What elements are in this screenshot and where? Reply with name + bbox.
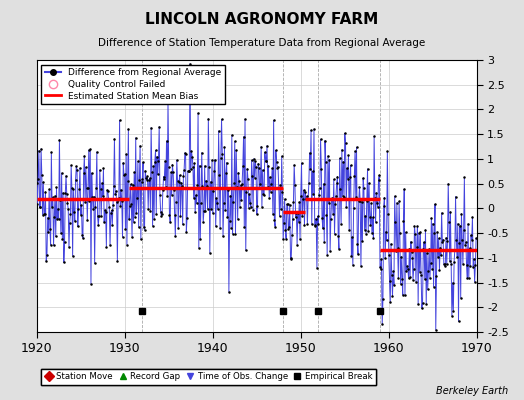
Legend: Station Move, Record Gap, Time of Obs. Change, Empirical Break: Station Move, Record Gap, Time of Obs. C… — [41, 369, 376, 385]
Text: Difference of Station Temperature Data from Regional Average: Difference of Station Temperature Data f… — [99, 38, 425, 48]
Text: Berkeley Earth: Berkeley Earth — [436, 386, 508, 396]
Text: LINCOLN AGRONOMY FARM: LINCOLN AGRONOMY FARM — [145, 12, 379, 27]
